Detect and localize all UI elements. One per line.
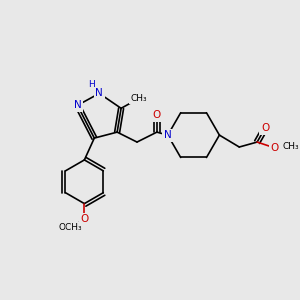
Text: N: N <box>74 100 81 110</box>
Text: CH₃: CH₃ <box>283 142 299 151</box>
Text: OCH₃: OCH₃ <box>59 223 82 232</box>
Text: O: O <box>80 214 88 224</box>
Text: N: N <box>164 130 172 140</box>
Text: O: O <box>153 110 161 120</box>
Text: H: H <box>88 80 95 89</box>
Text: O: O <box>271 143 279 153</box>
Text: N: N <box>95 88 103 98</box>
Text: CH₃: CH₃ <box>131 94 147 103</box>
Text: O: O <box>261 123 269 133</box>
